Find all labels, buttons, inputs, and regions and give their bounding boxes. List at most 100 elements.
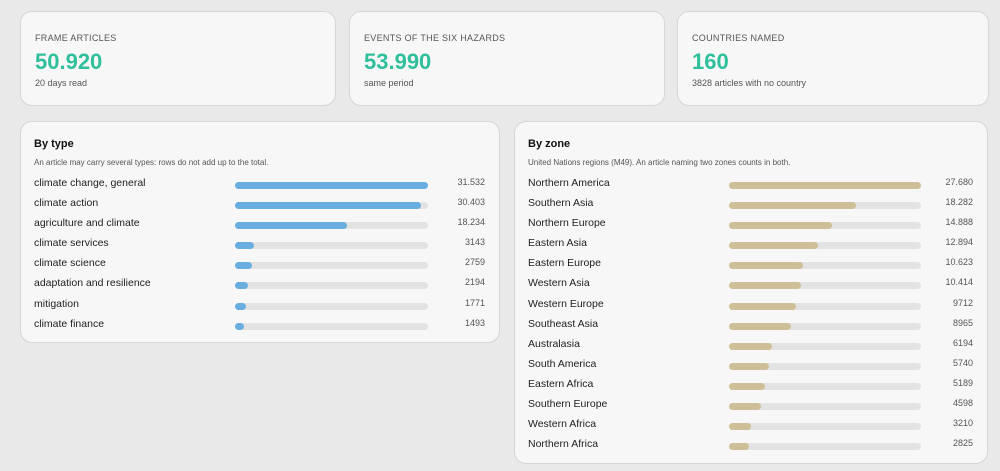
row-value: 12.894 (945, 237, 973, 248)
by_type-row: climate finance 1493 (34, 317, 485, 337)
bar-track (235, 202, 428, 210)
bar-fill (729, 443, 749, 451)
row-label: climate science (34, 257, 106, 270)
row-value: 3210 (952, 418, 973, 429)
bar-track (729, 362, 921, 370)
bar-track (729, 262, 921, 270)
type-rows: climate change, general 31.532 climate act… (34, 176, 485, 337)
by_zone-row: Australasia 6194 (528, 337, 973, 357)
by_type-row: climate action 30.403 (34, 196, 485, 216)
by_type-row: agriculture and climate 18.234 (34, 216, 485, 236)
row-value: 9712 (952, 297, 973, 308)
by_zone-row: South America 5740 (528, 357, 973, 377)
bar-track (729, 443, 921, 451)
bar-fill (729, 222, 833, 230)
bar-fill (235, 262, 252, 270)
row-label: Australasia (528, 337, 580, 350)
bar-fill (729, 423, 752, 431)
by_zone-row: Eastern Africa 5189 (528, 377, 973, 397)
bar-track (235, 282, 428, 290)
bar-track (729, 322, 921, 330)
row-label: Southeast Asia (528, 317, 599, 330)
stat-sub: 3828 articles with no country (692, 78, 807, 88)
row-value: 3143 (464, 237, 485, 248)
by_type-row: climate services 3143 (34, 236, 485, 256)
row-label: South America (528, 357, 597, 370)
by_zone-row: Southeast Asia 8965 (528, 317, 973, 337)
stat-sub: 20 days read (35, 78, 88, 88)
stat-value: 53.990 (364, 49, 432, 74)
by_zone-row: Western Africa 3210 (528, 417, 973, 437)
bar-track (235, 262, 428, 270)
by_type-row: climate change, general 31.532 (34, 176, 485, 196)
by_type-row: climate science 2759 (34, 256, 485, 276)
bar-track (729, 342, 921, 350)
bar-track (729, 423, 921, 431)
bar-fill (235, 202, 422, 210)
by_zone-row: Southern Asia 18.282 (528, 196, 973, 216)
by_type-row: mitigation 1771 (34, 297, 485, 317)
panel-note: An article may carry several types: rows… (34, 158, 269, 167)
by_type-row: adaptation and resilience 2194 (34, 276, 485, 296)
row-value: 6194 (952, 337, 973, 348)
by_zone-row: Northern Europe 14.888 (528, 216, 973, 236)
row-label: Northern Europe (528, 217, 606, 230)
row-value: 10.414 (945, 277, 973, 288)
row-label: Western Asia (528, 277, 590, 290)
panel-title: By type (34, 138, 74, 150)
row-value: 2759 (464, 257, 485, 268)
row-label: agriculture and climate (34, 217, 140, 230)
bar-fill (729, 382, 765, 390)
bar-track (235, 222, 428, 230)
stat-label: FRAME ARTICLES (35, 33, 117, 43)
row-value: 10.623 (945, 257, 973, 268)
row-label: mitigation (34, 297, 79, 310)
bar-track (235, 242, 428, 250)
bar-fill (729, 202, 856, 210)
by_zone-row: Northern Africa 2825 (528, 437, 973, 457)
row-value: 1493 (464, 317, 485, 328)
bar-fill (235, 282, 249, 290)
row-label: Eastern Asia (528, 237, 587, 250)
stat-value: 50.920 (35, 49, 103, 74)
bar-fill (729, 282, 802, 290)
row-value: 1771 (464, 297, 485, 308)
row-label: adaptation and resilience (34, 277, 151, 290)
by_zone-row: Western Asia 10.414 (528, 276, 973, 296)
row-value: 14.888 (945, 217, 973, 228)
zone-rows: Northern America 27.680 Southern Asia 18.28… (528, 176, 973, 457)
stat-label: EVENTS OF THE SIX HAZARDS (364, 33, 506, 43)
bar-track (235, 302, 428, 310)
stat-label: COUNTRIES NAMED (692, 33, 785, 43)
row-label: Eastern Europe (528, 257, 601, 270)
row-label: climate services (34, 237, 109, 250)
bar-fill (235, 182, 428, 189)
by_zone-row: Eastern Asia 12.894 (528, 236, 973, 256)
bar-track (729, 302, 921, 310)
bar-track (729, 182, 921, 189)
bar-fill (729, 182, 921, 189)
row-value: 30.403 (457, 197, 485, 208)
row-label: Eastern Africa (528, 377, 594, 390)
panel-note: United Nations regions (M49). An article… (528, 158, 791, 167)
row-label: Southern Europe (528, 398, 608, 411)
bar-fill (235, 302, 246, 310)
row-label: Western Africa (528, 418, 597, 431)
row-value: 4598 (952, 398, 973, 409)
by_zone-row: Northern America 27.680 (528, 176, 973, 196)
bar-fill (729, 302, 797, 310)
stat-value: 160 (692, 49, 729, 74)
row-value: 31.532 (457, 177, 485, 187)
by_zone-row: Western Europe 9712 (528, 297, 973, 317)
row-value: 18.234 (457, 217, 485, 228)
bar-track (729, 282, 921, 290)
bar-track (729, 242, 921, 250)
row-label: climate change, general (34, 177, 146, 189)
row-value: 2825 (952, 438, 973, 449)
bar-track (235, 182, 428, 189)
bar-fill (235, 322, 245, 330)
panel-title: By zone (528, 138, 571, 150)
row-value: 2194 (464, 277, 485, 288)
bar-fill (729, 322, 792, 330)
row-label: Southern Asia (528, 197, 594, 210)
